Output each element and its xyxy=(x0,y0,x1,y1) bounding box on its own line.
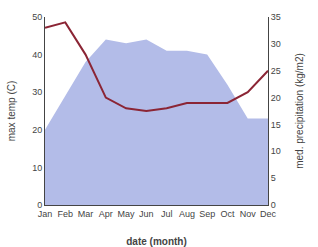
svg-text:5: 5 xyxy=(271,173,276,183)
svg-text:35: 35 xyxy=(271,12,281,22)
svg-text:Jul: Jul xyxy=(161,209,173,219)
svg-text:0: 0 xyxy=(37,200,42,210)
svg-text:0: 0 xyxy=(271,200,276,210)
svg-text:20: 20 xyxy=(271,93,281,103)
svg-text:25: 25 xyxy=(271,66,281,76)
svg-text:Jan: Jan xyxy=(38,209,53,219)
svg-text:Oct: Oct xyxy=(220,209,235,219)
svg-text:Feb: Feb xyxy=(58,209,74,219)
svg-text:10: 10 xyxy=(271,146,281,156)
svg-text:40: 40 xyxy=(32,50,42,60)
svg-text:Apr: Apr xyxy=(99,209,113,219)
svg-text:50: 50 xyxy=(32,12,42,22)
svg-text:Aug: Aug xyxy=(179,209,195,219)
svg-text:Jun: Jun xyxy=(139,209,154,219)
svg-text:Mar: Mar xyxy=(78,209,94,219)
svg-text:max temp (C): max temp (C) xyxy=(6,81,17,142)
svg-text:20: 20 xyxy=(32,125,42,135)
svg-text:Dec: Dec xyxy=(260,209,277,219)
svg-text:30: 30 xyxy=(271,39,281,49)
svg-text:10: 10 xyxy=(32,163,42,173)
svg-text:30: 30 xyxy=(32,87,42,97)
svg-text:Nov: Nov xyxy=(240,209,257,219)
svg-text:Sep: Sep xyxy=(199,209,215,219)
svg-text:15: 15 xyxy=(271,120,281,130)
svg-text:May: May xyxy=(118,209,136,219)
svg-text:med. precipitation (kg/m2): med. precipitation (kg/m2) xyxy=(294,53,305,169)
svg-text:date (month): date (month) xyxy=(126,236,187,247)
